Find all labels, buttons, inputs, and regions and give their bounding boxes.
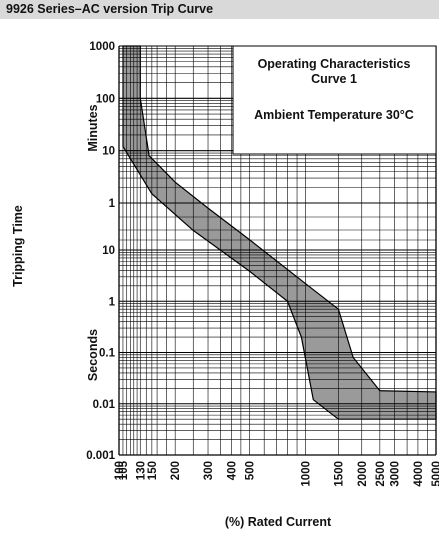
x-tick-label: 105 <box>118 460 130 480</box>
x-tick-label: 500 <box>244 461 256 480</box>
x-tick-label: 200 <box>170 461 182 480</box>
y-tick-label-minutes: 1 <box>109 198 116 210</box>
y-tick-label-minutes: 1000 <box>89 41 115 53</box>
x-tick-label: 1500 <box>333 461 345 487</box>
x-tick-label: 5000 <box>431 461 439 487</box>
x-tick-label: 150 <box>147 461 159 480</box>
y-tick-label-minutes: 100 <box>96 93 115 105</box>
y-tick-label-seconds: 0.01 <box>93 399 116 411</box>
y-tick-label-minutes: 10 <box>102 146 115 158</box>
y-tick-label-seconds: 1 <box>109 296 116 308</box>
x-tick-label: 300 <box>203 461 215 480</box>
y-axis-label-minutes: Minutes <box>86 104 100 151</box>
x-tick-label: 2500 <box>375 461 387 487</box>
x-tick-label: 3000 <box>390 461 402 487</box>
y-tick-label-seconds: 10 <box>102 245 115 257</box>
x-tick-label: 2000 <box>357 461 369 487</box>
y-tick-label-seconds: 0.1 <box>99 348 116 360</box>
x-axis-label: (%) Rated Current <box>225 515 332 529</box>
x-tick-label: 400 <box>226 461 238 480</box>
x-tick-label: 100 <box>114 461 126 480</box>
page-title: 9926 Series–AC version Trip Curve <box>6 2 214 16</box>
x-tick-label: 130 <box>135 461 147 480</box>
x-tick-label: 1000 <box>301 461 313 487</box>
y-tick-label-seconds: 0.001 <box>86 450 115 462</box>
y-axis-label: Tripping Time <box>11 205 25 287</box>
title-box <box>232 45 437 155</box>
chart-title: Operating Characteristics Curve 1 <box>258 57 411 86</box>
title-bar: 9926 Series–AC version Trip Curve <box>0 0 439 19</box>
y-axis-label-seconds: Seconds <box>86 329 100 381</box>
chart-subtitle: Ambient Temperature 30°C <box>254 108 414 122</box>
x-tick-label: 4000 <box>413 461 425 487</box>
